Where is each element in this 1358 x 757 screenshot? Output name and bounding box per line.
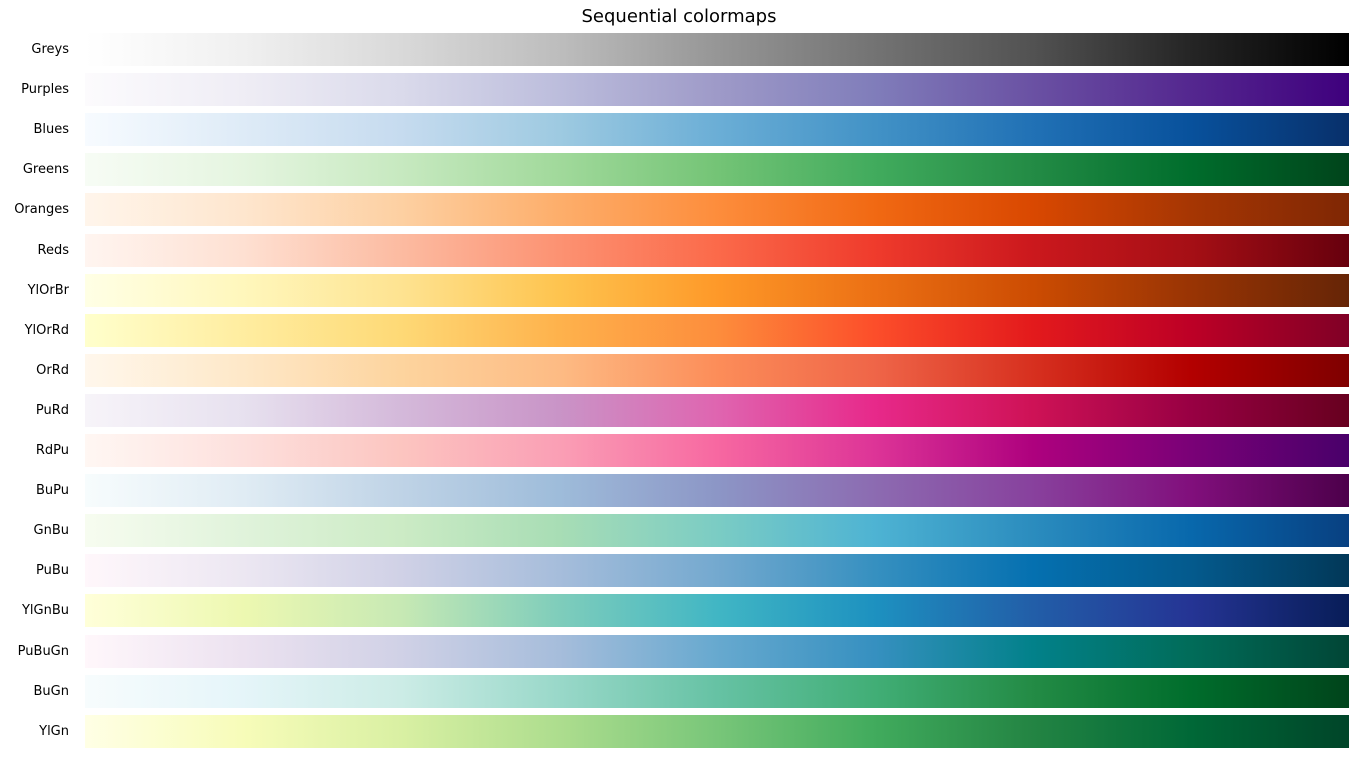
colormap-row: Oranges [0,193,1358,227]
colormap-row: PuRd [0,393,1358,428]
colormap-gradient-bar [85,674,1349,708]
colormap-row: Reds [0,233,1358,268]
colormap-gradient-bar [85,594,1349,628]
colormap-gradient-bar [85,73,1349,107]
colormap-row: YlGn [0,714,1358,749]
colormap-row: BuGn [0,674,1358,709]
colormap-row: PuBu [0,554,1358,588]
colormap-label: YlGn [39,723,69,739]
colormap-gradient-bar [85,393,1349,427]
colormap-row: OrRd [0,353,1358,388]
colormap-label: PuRd [35,402,69,418]
colormap-row: PuBuGn [0,634,1358,669]
colormap-gradient-bar [85,634,1349,668]
colormap-label: OrRd [36,362,69,378]
colormap-label: BuPu [35,483,69,499]
colormap-gradient-bar [85,474,1349,508]
colormap-label: Greys [31,42,69,57]
colormap-row: GnBu [0,514,1358,548]
colormap-row: Purples [0,73,1358,107]
colormap-row: Blues [0,113,1358,147]
colormap-gradient-bar [85,193,1349,227]
colormap-gradient-bar [85,233,1349,267]
colormap-label: YlGnBu [21,603,69,619]
colormap-label: RdPu [35,443,69,458]
colormap-label: YlOrBr [27,282,69,298]
chart-title: Sequential colormaps [581,6,777,27]
colormap-row: YlOrRd [0,313,1358,348]
colormap-gradient-bar [85,434,1349,467]
colormap-label: PuBu [35,563,69,579]
colormap-label: Oranges [14,202,69,218]
colormap-row: Greens [0,153,1358,187]
colormap-row: RdPu [0,434,1358,468]
colormap-label: BuGn [33,683,69,699]
colormap-row: YlOrBr [0,273,1358,308]
colormap-gradient-bar [85,273,1349,307]
colormap-gradient-bar [85,554,1349,588]
colormap-row: YlGnBu [0,594,1358,628]
colormap-row: Greys [0,33,1358,67]
colormap-label: Reds [37,242,69,258]
colormap-label: YlOrRd [24,322,69,338]
colormap-gradient-bar [85,153,1349,187]
colormap-label: PuBuGn [17,643,69,659]
colormap-label: Greens [22,162,69,178]
colormap-gradient-bar [85,33,1349,66]
colormap-gradient-bar [85,313,1349,347]
colormap-gradient-bar [85,113,1349,147]
colormap-row: BuPu [0,474,1358,508]
colormap-label: GnBu [33,523,69,539]
colormap-gradient-bar [85,514,1349,548]
colormap-label: Blues [33,122,69,138]
colormap-label: Purples [21,82,69,98]
colormap-gradient-bar [85,714,1349,748]
colormap-gradient-bar [85,353,1349,387]
